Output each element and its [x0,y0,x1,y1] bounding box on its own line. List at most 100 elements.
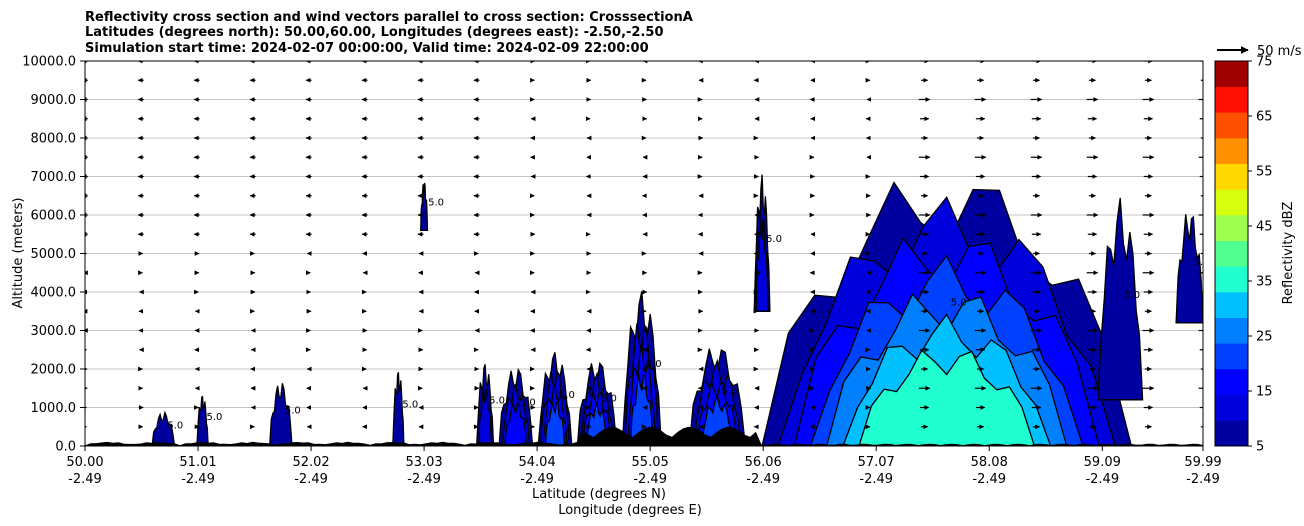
x-tick-label-lon: -2.49 [859,472,893,487]
colorbar-segment [1215,215,1248,241]
colorbar: 5 15 25 35 45 55 65 75 [1214,55,1273,455]
x-tick-label-lon: -2.49 [294,472,328,487]
colorbar-segment [1215,317,1248,344]
y-tick-label: 0.0 [55,440,76,455]
colorbar-segment [1215,369,1248,395]
contour-label: 5.0 [601,394,617,405]
reflectivity-contour [1097,197,1144,401]
x-tick-label-lon: -2.49 [68,472,102,487]
reflectivity-contour [504,401,528,446]
colorbar-segment [1215,189,1248,216]
wind-vectors [85,61,1203,430]
y-tick-label: 7000.0 [31,170,77,185]
chart-title: Reflectivity cross section and wind vect… [85,10,693,56]
y-tick-label: 4000.0 [31,286,77,301]
colorbar-segment [1215,266,1248,293]
colorbar-segment [1215,138,1248,164]
reflectivity-cell [196,395,209,446]
reflectivity-contour [196,395,209,446]
reflectivity-cell [1097,197,1144,401]
x-axis-ticks: 50.00 -2.49 51.01 -2.49 52.02 -2.49 53.03 -2.49… [66,446,1222,487]
reflectivity-cell [621,291,662,446]
colorbar-segment [1215,292,1248,318]
reflectivity-cell [537,352,573,446]
x-tick-label-lat: 50.00 [66,455,103,470]
terrain [85,426,1203,446]
x-tick-label-lon: -2.49 [181,472,215,487]
x-tick-label-lon: -2.49 [1085,472,1119,487]
reflectivity-contour [151,410,176,446]
x-tick-label-lat: 55.05 [632,455,669,470]
reflectivity-contour [392,372,405,446]
reflectivity-cell [498,367,534,446]
terrain-profile [85,426,1203,446]
contour-label: 5.0 [402,400,418,411]
colorbar-tick-label: 45 [1256,220,1273,235]
y-axis-label: Altitude (meters) [11,198,26,309]
title-line-2: Latitudes (degrees north): 50.00,60.00, … [85,25,664,40]
reflectivity-contour [858,349,1036,446]
x-tick-label-lon: -2.49 [633,472,667,487]
x-tick-label-lat: 59.99 [1184,455,1221,470]
x-tick-label-lat: 53.03 [405,455,442,470]
x-tick-label-lon: -2.49 [407,472,441,487]
reflectivity-contour [420,182,429,232]
x-tick-label-lat: 57.07 [858,455,895,470]
x-axis-label-latitude: Latitude (degrees N) [532,487,666,502]
x-tick-label-lat: 59.09 [1084,455,1121,470]
y-tick-label: 5000.0 [31,247,77,262]
contour-label: 5.0 [766,234,782,245]
title-line-3: Simulation start time: 2024-02-07 00:00:… [85,41,649,56]
title-line-1: Reflectivity cross section and wind vect… [85,10,693,25]
x-tick-label-lon: -2.49 [746,472,780,487]
contour-label: 5.0 [1124,290,1140,301]
contour-label: 5.0 [285,405,301,416]
reflectivity-cell [1175,214,1203,324]
colorbar-segment [1215,420,1248,447]
colorbar-frame [1214,60,1249,447]
vector-key-label: 50 m/s [1257,44,1302,59]
reflectivity-contour [1175,214,1203,324]
colorbar-tick-label: 25 [1256,330,1273,345]
vector-key: 50 m/s [1217,44,1302,59]
colorbar-segment [1215,61,1248,87]
reflectivity-cell [761,181,1133,446]
y-tick-label: 8000.0 [31,132,77,147]
reflectivity-cell [476,364,495,446]
x-tick-label-lat: 54.04 [519,455,556,470]
x-tick-label-lon: -2.49 [1186,472,1220,487]
colorbar-tick-label: 35 [1256,275,1273,290]
contour-label: 5.0 [489,396,505,407]
colorbar-tick-label: 65 [1256,110,1273,125]
reflectivity-contour [478,388,493,446]
contour-label: 5.0 [559,390,575,401]
colorbar-tick-label: 55 [1256,165,1273,180]
contour-label: 5.0 [207,412,223,423]
contour-label: 5.0 [646,359,662,370]
x-tick-label-lat: 56.06 [745,455,782,470]
x-tick-label-lon: -2.49 [520,472,554,487]
colorbar-segment [1215,240,1248,267]
x-axis-label-longitude: Longitude (degrees E) [558,503,702,518]
x-tick-label-lat: 58.08 [971,455,1008,470]
x-tick-label-lat: 51.01 [179,455,216,470]
reflectivity-cell [392,372,405,446]
reflectivity-cells [151,174,1203,446]
reflectivity-contour [269,383,293,446]
y-axis-ticks: 0.0 1000.0 2000.0 3000.0 4000.0 5000.0 6000.0 7… [22,55,85,455]
contour-labels: 5.0 5.0 5.0 5.0 5.0 5.0 5.0 5.0 5.0 5.0 5.0 5.0 5.0 5… [167,197,1203,431]
contour-label: 5.0 [428,197,444,208]
reflectivity-cell [269,383,293,446]
reflectivity-cell [420,182,429,232]
y-tick-label: 10000.0 [22,55,76,70]
contour-label: 5.0 [721,386,737,397]
contour-label: 5.0 [951,297,967,308]
y-tick-label: 3000.0 [31,324,77,339]
y-tick-label: 1000.0 [31,401,77,416]
colorbar-tick-label: 15 [1256,385,1273,400]
reflectivity-contour [755,218,769,312]
y-tick-label: 9000.0 [31,93,77,108]
reflectivity-cell [151,410,176,446]
contour-label: 5.0 [520,398,536,409]
